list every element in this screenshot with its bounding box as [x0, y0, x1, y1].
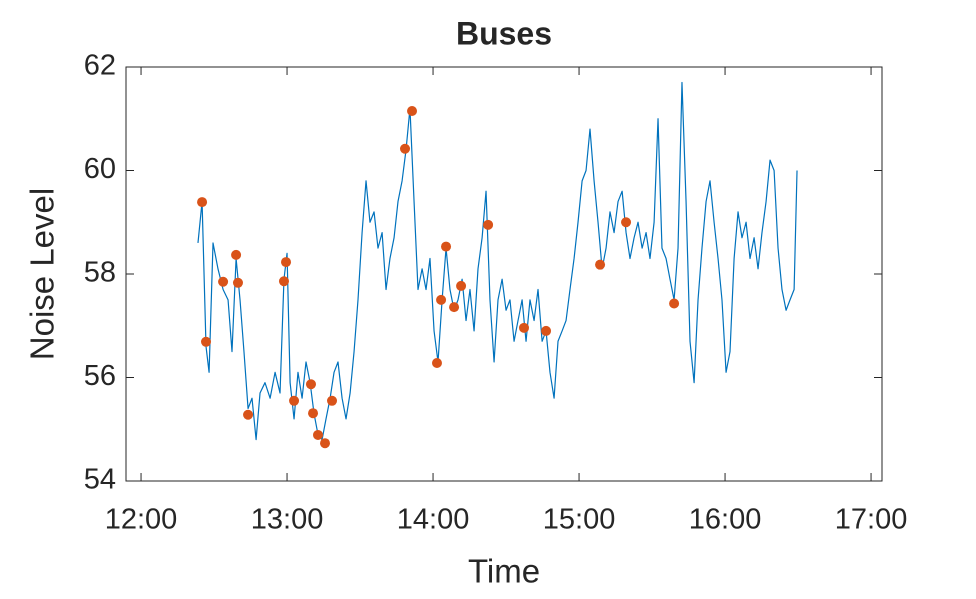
data-point — [243, 409, 254, 420]
data-point — [541, 325, 552, 336]
data-point — [320, 438, 331, 449]
data-point — [308, 408, 319, 419]
data-point — [218, 276, 229, 287]
data-point — [197, 197, 208, 208]
data-point — [456, 280, 467, 291]
y-tick-label: 62 — [84, 50, 116, 82]
x-tick-label: 15:00 — [543, 504, 616, 536]
data-point — [305, 379, 316, 390]
data-line — [197, 81, 798, 441]
data-point — [441, 241, 452, 252]
x-tick-label: 14:00 — [397, 504, 470, 536]
x-tick-label: 13:00 — [251, 504, 324, 536]
data-point — [278, 276, 289, 287]
data-point — [289, 395, 300, 406]
y-axis-label: Noise Level — [24, 188, 61, 360]
data-point — [312, 429, 323, 440]
data-point — [519, 322, 530, 333]
x-axis-label: Time — [468, 553, 540, 590]
y-tick-label: 54 — [84, 464, 116, 496]
data-point — [327, 395, 338, 406]
x-tick-label: 17:00 — [835, 504, 908, 536]
data-point — [483, 219, 494, 230]
y-tick-label: 58 — [84, 257, 116, 289]
data-point — [449, 302, 460, 313]
data-point — [669, 298, 680, 309]
data-point — [436, 294, 447, 305]
data-point — [407, 105, 418, 116]
data-point — [621, 217, 632, 228]
data-point — [281, 257, 292, 268]
y-tick-label: 56 — [84, 360, 116, 392]
data-point — [231, 249, 242, 260]
x-tick-label: 16:00 — [689, 504, 762, 536]
chart-title: Buses — [456, 15, 552, 51]
data-point — [232, 277, 243, 288]
y-tick-label: 60 — [84, 153, 116, 185]
data-point — [400, 143, 411, 154]
x-tick-label: 12:00 — [105, 504, 178, 536]
data-point — [201, 336, 212, 347]
data-point — [431, 358, 442, 369]
plot-area — [125, 66, 883, 482]
data-point — [595, 259, 606, 270]
